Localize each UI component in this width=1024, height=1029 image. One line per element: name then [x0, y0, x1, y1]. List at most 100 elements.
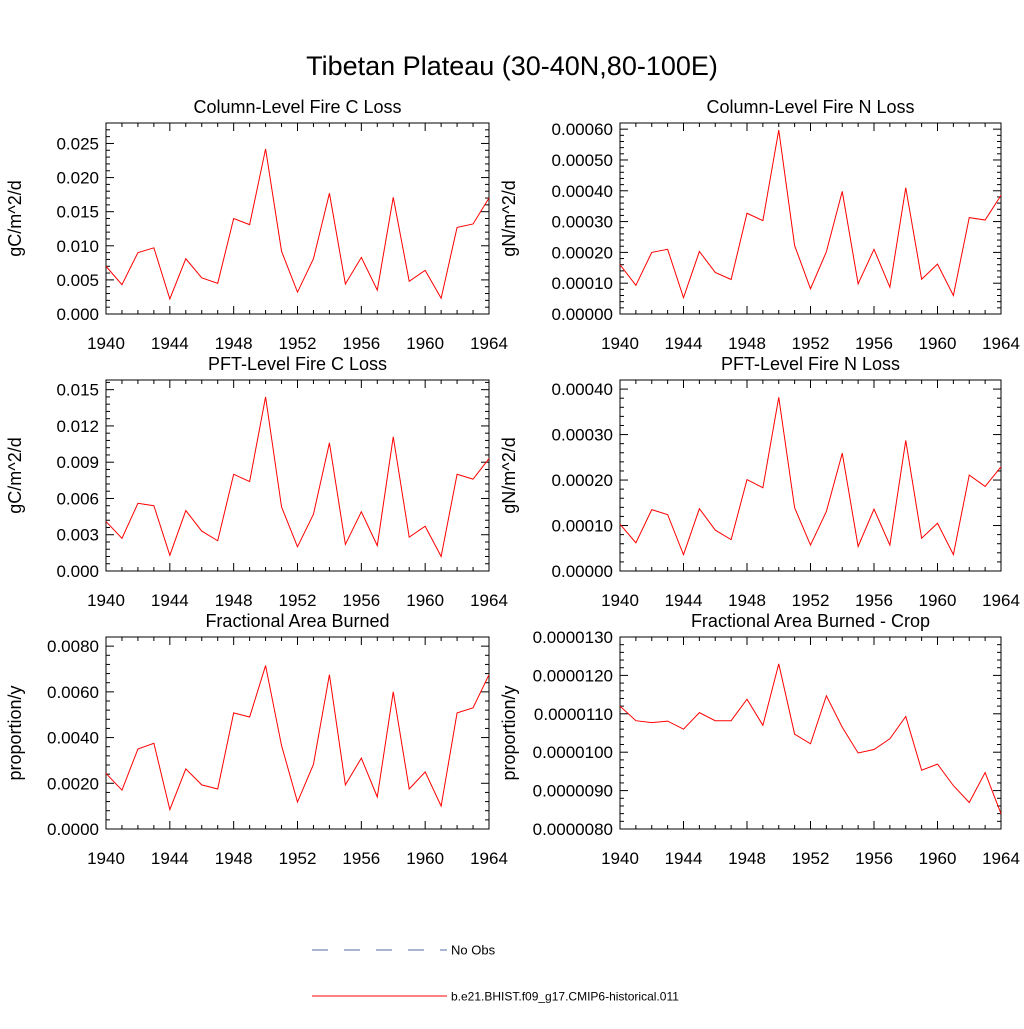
y-axis-label: proportion/y: [499, 685, 519, 780]
x-tick-label: 1948: [728, 591, 766, 610]
x-tick-label: 1952: [792, 334, 830, 353]
x-tick-label: 1960: [919, 334, 957, 353]
x-tick-label: 1964: [470, 849, 508, 868]
panel-title: PFT-Level Fire N Loss: [721, 354, 900, 374]
panel-3: 1940 1944 1948 1952 1956 1960 1964 0.000 0.003 0.…: [5, 354, 508, 610]
x-tick-label: 1940: [87, 849, 125, 868]
y-tick-label: 0.015: [56, 381, 99, 400]
figure-title: Tibetan Plateau (30-40N,80-100E): [306, 51, 718, 81]
x-tick-label: 1956: [855, 334, 893, 353]
panels: 1940 1944 1948 1952 1956 1960 1964 0.000 0.005 0.…: [5, 97, 1020, 868]
y-tick-label: 0.00050: [552, 151, 613, 170]
series-line: [105, 665, 490, 812]
x-tick-label: 1960: [406, 849, 444, 868]
y-tick-label: 0.00060: [552, 120, 613, 139]
y-tick-label: 0.000: [56, 562, 99, 581]
x-tick-label: 1948: [215, 591, 253, 610]
x-tick-label: 1948: [728, 334, 766, 353]
y-axis-label: gN/m^2/d: [499, 180, 519, 256]
y-tick-label: 0.0000120: [533, 666, 613, 685]
x-tick-label: 1964: [982, 334, 1020, 353]
y-tick-label: 0.015: [56, 203, 99, 222]
y-axis-label: gC/m^2/d: [5, 437, 25, 513]
y-tick-label: 0.0000130: [533, 628, 613, 647]
y-tick-label: 0.0040: [47, 729, 99, 748]
y-tick-label: 0.00000: [552, 562, 613, 581]
plot-frame: [619, 122, 1002, 315]
x-tick-label: 1956: [855, 849, 893, 868]
y-tick-label: 0.025: [56, 134, 99, 153]
x-tick-label: 1940: [601, 849, 639, 868]
x-tick-label: 1944: [151, 591, 189, 610]
y-axis-label: proportion/y: [5, 685, 25, 780]
y-axis-label: gC/m^2/d: [5, 180, 25, 256]
y-tick-label: 0.005: [56, 271, 99, 290]
panel-title: PFT-Level Fire C Loss: [208, 354, 387, 374]
x-tick-label: 1944: [665, 849, 703, 868]
x-tick-label: 1948: [728, 849, 766, 868]
y-tick-label: 0.00040: [552, 380, 613, 399]
panel-title: Fractional Area Burned: [205, 611, 389, 631]
x-tick-label: 1948: [215, 334, 253, 353]
legend-label-obs: No Obs: [451, 943, 496, 958]
y-tick-label: 0.00020: [552, 243, 613, 262]
x-tick-label: 1940: [601, 334, 639, 353]
y-tick-label: 0.003: [56, 526, 99, 545]
plot-frame: [105, 122, 490, 315]
y-tick-label: 0.00000: [552, 305, 613, 324]
y-tick-label: 0.0000100: [533, 743, 613, 762]
y-tick-label: 0.006: [56, 489, 99, 508]
y-tick-label: 0.010: [56, 237, 99, 256]
y-tick-label: 0.00010: [552, 517, 613, 536]
x-tick-label: 1952: [279, 334, 317, 353]
panel-title: Fractional Area Burned - Crop: [691, 611, 930, 631]
x-tick-label: 1956: [342, 334, 380, 353]
y-tick-label: 0.0000090: [533, 782, 613, 801]
series-line: [105, 396, 490, 558]
x-tick-label: 1964: [470, 591, 508, 610]
plot-frame: [619, 636, 1002, 830]
plot-frame: [105, 379, 490, 572]
y-tick-label: 0.00020: [552, 471, 613, 490]
x-tick-label: 1960: [406, 334, 444, 353]
y-tick-label: 0.0000: [47, 820, 99, 839]
y-tick-label: 0.009: [56, 453, 99, 472]
y-tick-label: 0.0060: [47, 683, 99, 702]
y-tick-label: 0.00030: [552, 213, 613, 232]
x-tick-label: 1960: [406, 591, 444, 610]
y-tick-label: 0.0000110: [534, 705, 613, 724]
panel-1: 1940 1944 1948 1952 1956 1960 1964 0.000 0.005 0.…: [5, 97, 508, 353]
panel-title: Column-Level Fire C Loss: [193, 97, 401, 117]
x-tick-label: 1944: [151, 849, 189, 868]
y-axis-label: gN/m^2/d: [499, 437, 519, 513]
series-line: [619, 663, 1002, 814]
x-tick-label: 1960: [919, 849, 957, 868]
series-line: [105, 148, 490, 301]
panel-6: 1940 1944 1948 1952 1956 1960 1964 0.0000080 0.0…: [499, 611, 1020, 868]
x-tick-label: 1940: [601, 591, 639, 610]
x-tick-label: 1956: [342, 849, 380, 868]
y-tick-label: 0.00040: [552, 182, 613, 201]
y-tick-label: 0.020: [56, 169, 99, 188]
series-line: [619, 130, 1002, 300]
y-tick-label: 0.0080: [47, 637, 99, 656]
x-tick-label: 1952: [279, 591, 317, 610]
y-tick-label: 0.00010: [552, 274, 613, 293]
legend: No Obs b.e21.BHIST.f09_g17.CMIP6-histori…: [312, 943, 679, 1004]
x-tick-label: 1940: [87, 591, 125, 610]
x-tick-label: 1960: [919, 591, 957, 610]
y-tick-label: 0.012: [56, 417, 99, 436]
panel-2: 1940 1944 1948 1952 1956 1960 1964 0.00000 0.000…: [499, 97, 1020, 353]
x-tick-label: 1964: [470, 334, 508, 353]
panel-5: 1940 1944 1948 1952 1956 1960 1964 0.0000 0.0020…: [5, 611, 508, 868]
x-tick-label: 1944: [151, 334, 189, 353]
x-tick-label: 1964: [982, 849, 1020, 868]
y-tick-label: 0.000: [56, 305, 99, 324]
x-tick-label: 1944: [665, 334, 703, 353]
x-tick-label: 1952: [792, 849, 830, 868]
y-tick-label: 0.0000080: [533, 820, 613, 839]
panel-title: Column-Level Fire N Loss: [706, 97, 914, 117]
y-tick-label: 0.0020: [47, 774, 99, 793]
y-tick-label: 0.00030: [552, 426, 613, 445]
